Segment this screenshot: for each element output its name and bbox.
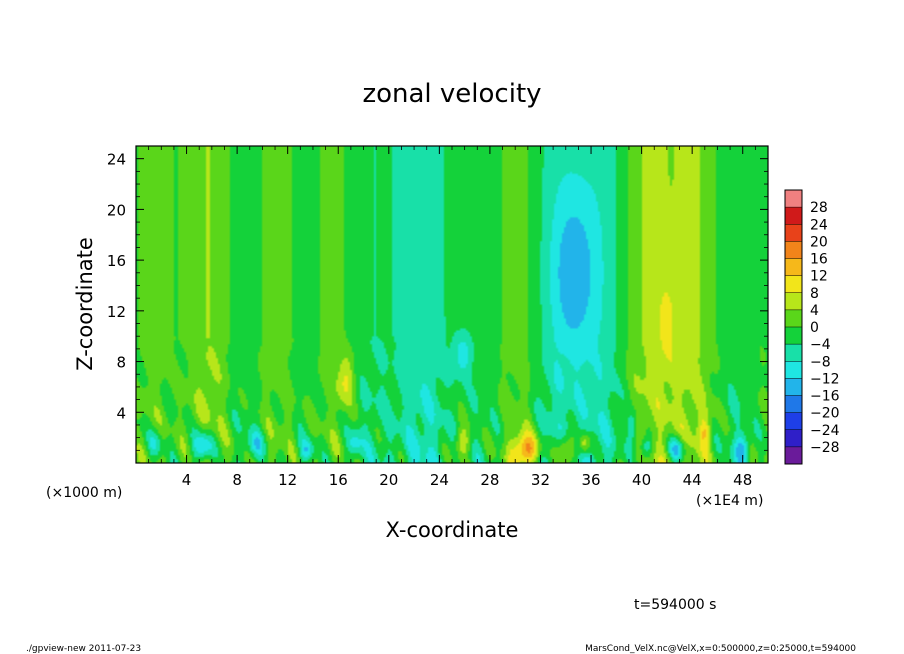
colorbar-label: 8 bbox=[810, 286, 819, 302]
chart-title: zonal velocity bbox=[362, 79, 541, 109]
colorbar-label: −8 bbox=[810, 354, 831, 370]
colorbar-label: −12 bbox=[810, 371, 840, 387]
footer-right: MarsCond_VelX.nc@VelX,x=0:500000,z=0:250… bbox=[585, 644, 856, 654]
y-tick-label: 20 bbox=[107, 201, 126, 219]
colorbar-swatch bbox=[785, 361, 802, 379]
y-tick-label: 12 bbox=[107, 303, 126, 321]
x-tick-label: 48 bbox=[733, 471, 752, 489]
y-axis-label: Z-coordinate bbox=[73, 237, 97, 371]
colorbar-swatch bbox=[785, 275, 802, 294]
colorbar-label: 20 bbox=[810, 234, 828, 250]
x-tick-label: 12 bbox=[278, 471, 297, 489]
x-tick-label: 20 bbox=[379, 471, 398, 489]
y-tick-label: 4 bbox=[116, 404, 126, 422]
colorbar-swatch bbox=[785, 241, 802, 259]
colorbar-label: 16 bbox=[810, 252, 828, 268]
colorbar-label: −24 bbox=[810, 423, 840, 439]
colorbar-swatch bbox=[785, 327, 802, 345]
colorbar-swatch bbox=[785, 446, 802, 465]
colorbar-swatch bbox=[785, 258, 802, 277]
footer-left: ./gpview-new 2011-07-23 bbox=[26, 644, 141, 654]
colorbar-swatch bbox=[785, 412, 802, 431]
x-unit-label: (×1E4 m) bbox=[696, 493, 763, 509]
colorbar-swatch bbox=[785, 378, 802, 396]
x-tick-label: 44 bbox=[683, 471, 702, 489]
y-unit-label: (×1000 m) bbox=[46, 485, 122, 501]
colorbar-label: 4 bbox=[810, 303, 819, 319]
colorbar-label: −20 bbox=[810, 406, 840, 422]
colorbar-label: −28 bbox=[810, 440, 840, 456]
colorbar-swatch bbox=[785, 395, 802, 414]
colorbar-swatch bbox=[785, 429, 802, 448]
plot-area bbox=[135, 145, 769, 464]
x-tick-label: 4 bbox=[182, 471, 192, 489]
colorbar-label: 12 bbox=[810, 269, 828, 285]
y-axis-ticks: 4 8 12 16 20 24 bbox=[107, 151, 768, 451]
colorbar-label: 24 bbox=[810, 217, 828, 233]
time-annotation: t=594000 s bbox=[634, 597, 716, 613]
colorbar-swatch bbox=[785, 309, 802, 328]
x-tick-label: 40 bbox=[632, 471, 651, 489]
y-tick-label: 24 bbox=[107, 151, 126, 169]
colorbar-swatch bbox=[785, 292, 802, 311]
colorbar-label: −16 bbox=[810, 389, 840, 405]
x-tick-label: 8 bbox=[232, 471, 242, 489]
colorbar-swatch bbox=[785, 224, 802, 242]
x-tick-label: 24 bbox=[430, 471, 449, 489]
y-tick-label: 16 bbox=[107, 252, 126, 270]
x-axis-label: X-coordinate bbox=[386, 518, 519, 542]
colorbar-swatch bbox=[785, 344, 802, 362]
colorbar-label: −4 bbox=[810, 337, 831, 353]
colorbar-label: 28 bbox=[810, 200, 828, 216]
x-tick-label: 36 bbox=[581, 471, 600, 489]
x-tick-label: 16 bbox=[329, 471, 348, 489]
colorbar-swatch bbox=[785, 190, 802, 208]
colorbar-swatch bbox=[785, 207, 802, 225]
colorbar-label: 0 bbox=[810, 320, 819, 336]
y-tick-label: 8 bbox=[116, 354, 126, 372]
x-tick-label: 28 bbox=[480, 471, 499, 489]
x-axis-ticks: 4 8 12 16 20 24 28 32 36 40 44 48 bbox=[148, 146, 756, 489]
heatmap-image bbox=[136, 146, 768, 463]
x-tick-label: 32 bbox=[531, 471, 550, 489]
